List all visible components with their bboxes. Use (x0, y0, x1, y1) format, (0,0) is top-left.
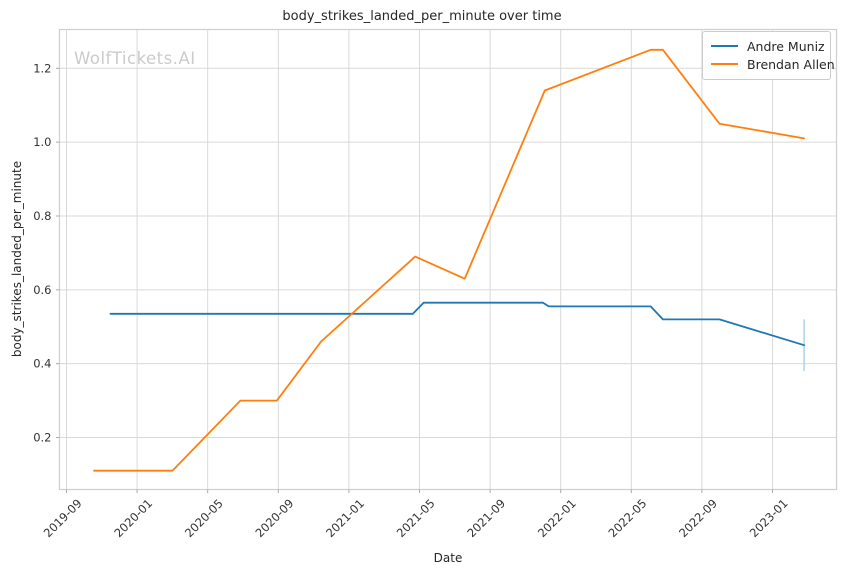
x-tick-label: 2021-01 (323, 496, 367, 540)
watermark: WolfTickets.AI (74, 49, 196, 68)
legend: Andre Muniz Brendan Allen (702, 31, 835, 80)
series-line-brendan-allen (93, 48, 805, 472)
y-tick-label: 1.2 (33, 61, 51, 75)
y-tick-label: 0.4 (33, 357, 51, 371)
legend-item-andre-muniz: Andre Muniz (711, 37, 825, 55)
y-tick-label: 1.0 (33, 135, 51, 149)
legend-line-swatch-orange (711, 63, 738, 65)
legend-item-brendan-allen: Brendan Allen (711, 55, 835, 73)
y-axis-label: body_strikes_landed_per_minute (10, 160, 24, 358)
x-tick-label: 2019-09 (41, 496, 85, 540)
x-tick-label: 2022-01 (535, 496, 579, 540)
x-tick-label: 2023-01 (747, 496, 791, 540)
y-tick-label: 0.8 (33, 209, 51, 223)
series-line-andre-muniz (109, 301, 805, 347)
x-axis-label: Date (433, 551, 463, 565)
chart-title: body_strikes_landed_per_minute over time (282, 9, 562, 24)
x-tick-label: 2021-09 (464, 496, 508, 540)
plot-border (58, 28, 838, 491)
x-tick-label: 2020-01 (111, 496, 155, 540)
x-tick-label: 2020-09 (253, 496, 297, 540)
legend-label: Andre Muniz (747, 38, 825, 54)
y-tick-label: 0.6 (33, 283, 51, 297)
x-tick-label: 2022-05 (606, 496, 650, 540)
y-tick-label: 0.2 (33, 431, 51, 445)
legend-line-swatch-blue (711, 45, 738, 47)
x-tick-label: 2020-05 (182, 496, 226, 540)
x-tick-label: 2021-05 (394, 496, 438, 540)
x-tick-label: 2022-09 (676, 496, 720, 540)
legend-label: Brendan Allen (747, 56, 835, 72)
